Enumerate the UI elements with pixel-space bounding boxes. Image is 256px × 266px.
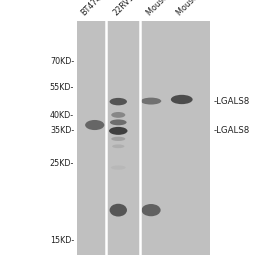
Text: Mouse liver: Mouse liver (145, 0, 184, 17)
FancyBboxPatch shape (77, 21, 210, 255)
Ellipse shape (111, 137, 125, 141)
Text: 15KD-: 15KD- (50, 236, 74, 245)
Text: 22RV1: 22RV1 (111, 0, 136, 17)
Text: Mouse small intestines: Mouse small intestines (175, 0, 247, 17)
Ellipse shape (141, 204, 161, 216)
Ellipse shape (110, 204, 127, 217)
Ellipse shape (110, 119, 127, 125)
Ellipse shape (110, 98, 127, 105)
Text: 55KD-: 55KD- (50, 83, 74, 92)
Ellipse shape (111, 165, 126, 170)
Text: 40KD-: 40KD- (50, 111, 74, 120)
Text: -LGALS8: -LGALS8 (214, 126, 250, 135)
Ellipse shape (111, 112, 125, 118)
Ellipse shape (174, 128, 190, 133)
Ellipse shape (171, 95, 193, 104)
Ellipse shape (109, 127, 127, 135)
Text: BT474: BT474 (79, 0, 104, 17)
Text: 70KD-: 70KD- (50, 57, 74, 66)
Ellipse shape (112, 144, 124, 148)
Text: -LGALS8: -LGALS8 (214, 97, 250, 106)
Ellipse shape (85, 120, 104, 130)
Text: 25KD-: 25KD- (50, 159, 74, 168)
Text: 35KD-: 35KD- (50, 126, 74, 135)
Ellipse shape (141, 98, 161, 105)
